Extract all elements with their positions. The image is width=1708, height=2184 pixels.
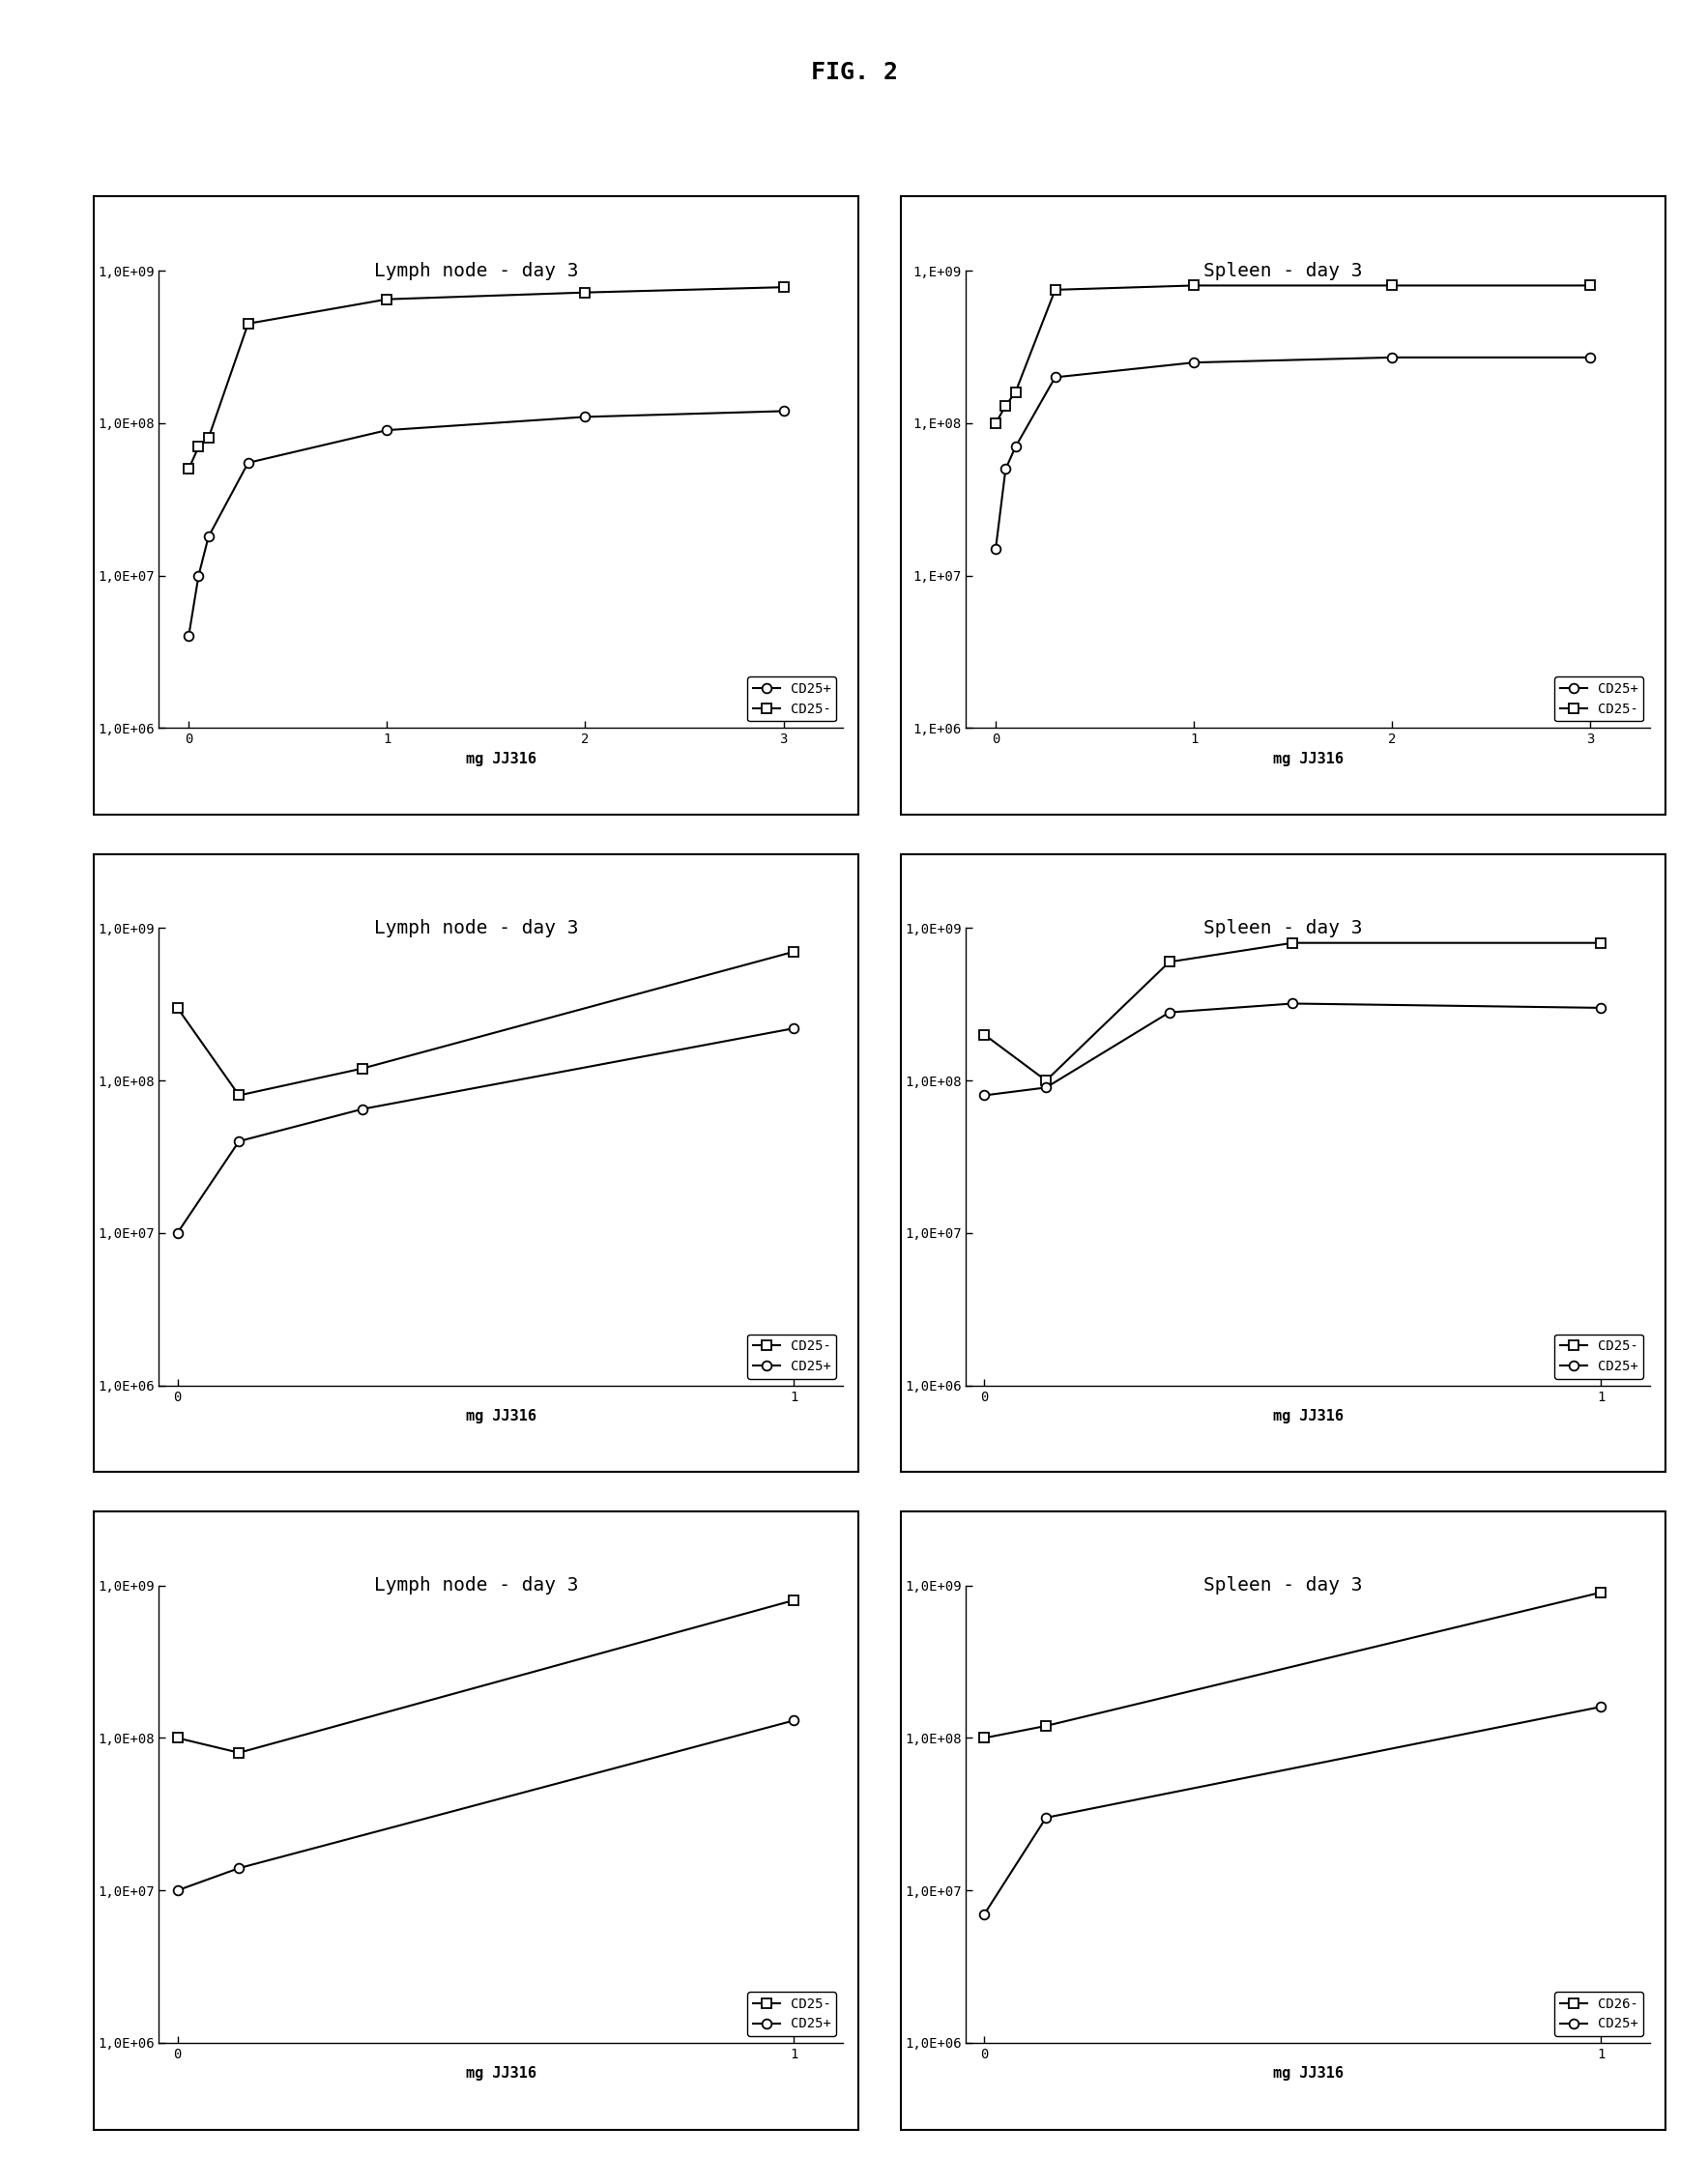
CD25- bbox=[352, 1055, 372, 1081]
CD25+ bbox=[167, 1878, 188, 1904]
Line: CD25+: CD25+ bbox=[980, 1701, 1606, 1920]
Legend: CD25-, CD25+: CD25-, CD25+ bbox=[1554, 1334, 1643, 1378]
CD25- bbox=[229, 1083, 249, 1109]
CD25- bbox=[1184, 273, 1204, 299]
X-axis label: mg JJ316: mg JJ316 bbox=[466, 751, 536, 767]
CD25- bbox=[167, 1725, 188, 1752]
CD25- bbox=[576, 280, 596, 306]
CD25- bbox=[188, 435, 208, 461]
CD25+ bbox=[974, 1083, 994, 1109]
Text: FIG. 2: FIG. 2 bbox=[811, 61, 897, 85]
CD25+ bbox=[229, 1854, 249, 1880]
Legend: CD26-, CD25+: CD26-, CD25+ bbox=[1554, 1992, 1643, 2035]
CD25- bbox=[986, 411, 1006, 437]
CD25- bbox=[178, 456, 198, 483]
Legend: CD25-, CD25+: CD25-, CD25+ bbox=[748, 1334, 837, 1378]
CD25+ bbox=[996, 456, 1016, 483]
CD25- bbox=[1035, 1068, 1056, 1094]
CD25+ bbox=[1382, 345, 1402, 371]
CD25- bbox=[1580, 273, 1600, 299]
Legend: CD25+, CD25-: CD25+, CD25- bbox=[748, 677, 837, 721]
CD25+ bbox=[1045, 365, 1066, 391]
CD25+ bbox=[784, 1016, 804, 1042]
CD25+ bbox=[1590, 1695, 1611, 1721]
CD25+ bbox=[784, 1708, 804, 1734]
CD25+ bbox=[1580, 345, 1600, 371]
CD25+ bbox=[167, 1221, 188, 1247]
CD25+ bbox=[188, 563, 208, 590]
Text: Spleen - day 3: Spleen - day 3 bbox=[1204, 1577, 1363, 1594]
Line: CD25+: CD25+ bbox=[980, 998, 1606, 1101]
CD25+ bbox=[198, 524, 219, 550]
CD25+ bbox=[178, 622, 198, 649]
CD25- bbox=[784, 939, 804, 965]
Text: Lymph node - day 3: Lymph node - day 3 bbox=[374, 262, 579, 280]
CD25+ bbox=[974, 1900, 994, 1926]
X-axis label: mg JJ316: mg JJ316 bbox=[466, 1409, 536, 1424]
CD25+ bbox=[377, 417, 398, 443]
CD25- bbox=[1045, 277, 1066, 304]
CD25+ bbox=[229, 1129, 249, 1155]
CD25- bbox=[1160, 948, 1180, 974]
Line: CD25-: CD25- bbox=[980, 939, 1606, 1085]
X-axis label: mg JJ316: mg JJ316 bbox=[1272, 1409, 1342, 1424]
CD25- bbox=[784, 1588, 804, 1614]
Text: Lymph node - day 3: Lymph node - day 3 bbox=[374, 919, 579, 937]
X-axis label: mg JJ316: mg JJ316 bbox=[1272, 2066, 1342, 2081]
CD25- bbox=[167, 994, 188, 1020]
X-axis label: mg JJ316: mg JJ316 bbox=[1272, 751, 1342, 767]
CD25+ bbox=[237, 450, 258, 476]
CD25- bbox=[229, 1741, 249, 1767]
CD25+ bbox=[774, 397, 794, 424]
CD25- bbox=[377, 286, 398, 312]
Text: Spleen - day 3: Spleen - day 3 bbox=[1204, 262, 1363, 280]
CD25+ bbox=[1590, 994, 1611, 1020]
CD25+ bbox=[1035, 1075, 1056, 1101]
CD25- bbox=[1006, 380, 1027, 406]
Line: CD25+: CD25+ bbox=[173, 1024, 798, 1238]
CD25+ bbox=[1160, 1000, 1180, 1026]
CD26- bbox=[1590, 1579, 1611, 1605]
CD25+ bbox=[352, 1096, 372, 1123]
CD25- bbox=[774, 273, 794, 299]
Line: CD25-: CD25- bbox=[184, 282, 787, 474]
CD25- bbox=[1382, 273, 1402, 299]
X-axis label: mg JJ316: mg JJ316 bbox=[466, 2066, 536, 2081]
CD25- bbox=[996, 393, 1016, 419]
CD25+ bbox=[1184, 349, 1204, 376]
CD25- bbox=[1283, 930, 1303, 957]
CD26- bbox=[974, 1725, 994, 1752]
CD25+ bbox=[1283, 992, 1303, 1018]
Legend: CD25-, CD25+: CD25-, CD25+ bbox=[748, 1992, 837, 2035]
Line: CD25+: CD25+ bbox=[991, 354, 1595, 553]
Text: Spleen - day 3: Spleen - day 3 bbox=[1204, 919, 1363, 937]
Line: CD25+: CD25+ bbox=[184, 406, 787, 642]
Line: CD25+: CD25+ bbox=[173, 1717, 798, 1896]
CD25+ bbox=[1035, 1804, 1056, 1830]
Line: CD26-: CD26- bbox=[980, 1588, 1606, 1743]
Line: CD25-: CD25- bbox=[173, 1597, 798, 1758]
CD25- bbox=[237, 310, 258, 336]
CD25- bbox=[1590, 930, 1611, 957]
CD25- bbox=[974, 1022, 994, 1048]
CD26- bbox=[1035, 1712, 1056, 1738]
Text: Lymph node - day 3: Lymph node - day 3 bbox=[374, 1577, 579, 1594]
CD25+ bbox=[986, 535, 1006, 561]
Line: CD25-: CD25- bbox=[173, 948, 798, 1101]
Legend: CD25+, CD25-: CD25+, CD25- bbox=[1554, 677, 1643, 721]
CD25- bbox=[198, 426, 219, 452]
CD25+ bbox=[576, 404, 596, 430]
Line: CD25-: CD25- bbox=[991, 282, 1595, 428]
CD25+ bbox=[1006, 435, 1027, 461]
